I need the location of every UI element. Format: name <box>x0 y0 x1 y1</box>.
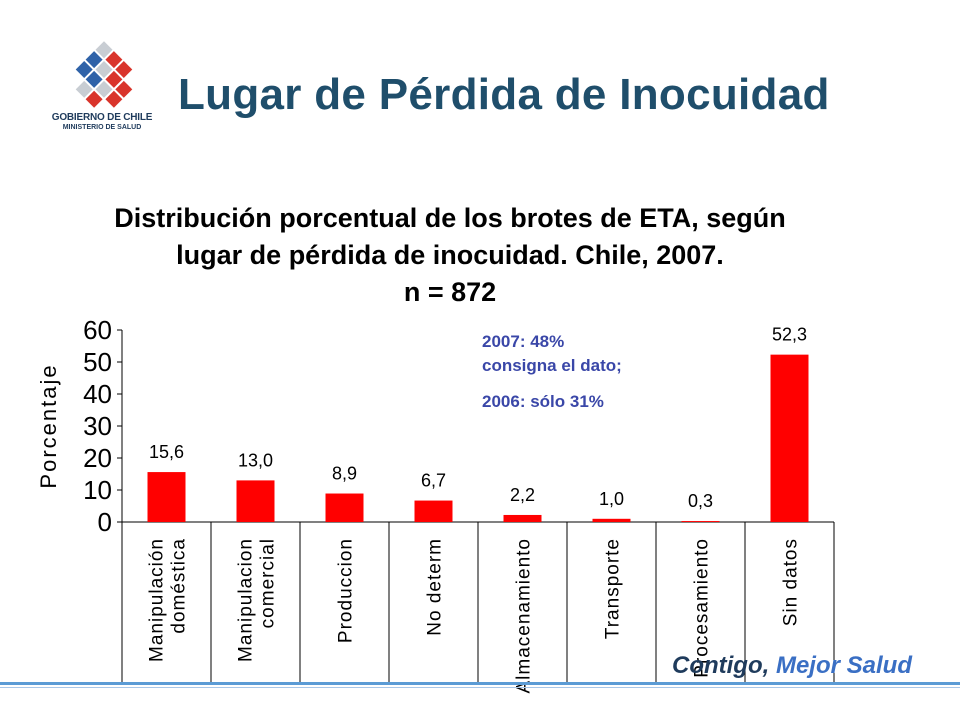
chart-title-line-3: n = 872 <box>403 277 497 307</box>
bar <box>236 480 275 522</box>
bar <box>414 500 453 522</box>
bar <box>592 518 631 522</box>
bar-value-label: 15,6 <box>149 442 184 462</box>
bar <box>147 472 186 522</box>
y-tick-label: 10 <box>83 475 112 505</box>
government-logo <box>75 41 133 108</box>
y-tick-label: 40 <box>83 379 112 409</box>
bar-value-label: 13,0 <box>238 450 273 470</box>
y-tick-label: 20 <box>83 443 112 473</box>
y-tick-label: 60 <box>83 315 112 345</box>
slogan-part-1: Contigo, <box>671 652 770 679</box>
y-tick-label: 30 <box>83 411 112 441</box>
bar <box>681 521 720 522</box>
annotation-line-3: 2006: sólo 31% <box>482 392 604 411</box>
x-tick-label: Sin datos <box>781 538 802 626</box>
x-tick-label: Manipulación <box>147 538 168 662</box>
y-tick-label: 0 <box>98 507 112 537</box>
bar-value-label: 8,9 <box>332 464 357 484</box>
logo-subtext: MINISTERIO DE SALUD <box>62 124 142 131</box>
x-tick-label: Produccion <box>336 538 357 643</box>
page-title: Lugar de Pérdida de Inocuidad <box>178 70 830 119</box>
y-tick-label: 50 <box>83 347 112 377</box>
slogan: Contigo, Mejor Salud <box>672 652 912 680</box>
x-tick-label: comercial <box>258 538 279 628</box>
x-tick-label: Transporte <box>603 538 624 639</box>
bar <box>770 354 809 522</box>
bar-value-label: 0,3 <box>688 491 713 511</box>
slogan-part-2: Mejor Salud <box>775 652 912 679</box>
x-tick-label: Manipulacion <box>236 538 257 662</box>
chart-title: Distribución porcentual de los brotes de… <box>100 200 800 311</box>
annotation-line-2: consigna el dato; <box>482 356 622 375</box>
bar <box>503 514 542 522</box>
x-tick-label: Almacenamiento <box>514 538 535 694</box>
bar-value-label: 52,3 <box>772 325 807 345</box>
bar-value-label: 6,7 <box>421 471 446 491</box>
x-tick-label: No determ <box>425 538 446 636</box>
chart-title-line-1: Distribución porcentual de los brotes de… <box>114 203 786 233</box>
chart-annotation: 2007: 48% consigna el dato; 2006: sólo 3… <box>482 330 622 414</box>
x-tick-label: Procesamiento <box>692 538 713 678</box>
annotation-line-1: 2007: 48% <box>482 332 565 351</box>
chart-title-line-2: lugar de pérdida de inocuidad. Chile, 20… <box>176 240 724 270</box>
x-tick-label: doméstica <box>169 538 190 634</box>
footer-divider-thin <box>0 687 960 688</box>
bar-value-label: 2,2 <box>510 485 535 505</box>
logo-text: GOBIERNO DE CHILE <box>51 112 153 123</box>
y-axis-label: Porcentaje <box>36 363 61 488</box>
footer-divider <box>0 682 960 685</box>
bar <box>325 493 364 522</box>
bar-value-label: 1,0 <box>599 489 624 509</box>
